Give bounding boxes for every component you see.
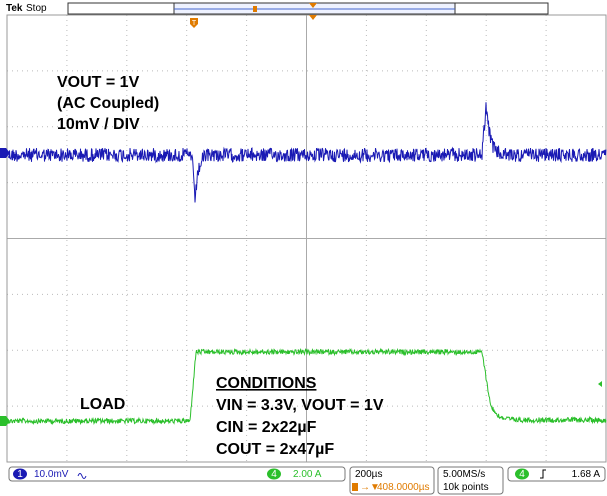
ch4-number: 4 <box>271 469 277 480</box>
annotation: CIN = 2x22µF <box>216 419 317 436</box>
brand: Tek <box>6 3 23 14</box>
ch1-scale: 10.0mV <box>34 469 69 480</box>
edge-icon <box>540 469 546 479</box>
sample-rate: 5.00MS/s <box>443 469 485 480</box>
ch4-badge <box>267 468 281 480</box>
annotation: VIN = 3.3V, VOUT = 1V <box>216 397 384 414</box>
trigger-point <box>253 6 257 12</box>
trigger-level-marker <box>598 381 602 387</box>
ch1-number: 1 <box>17 469 23 480</box>
trigger-icon <box>352 483 358 491</box>
center-marker <box>309 15 317 20</box>
trigger-arrow: →▼ <box>360 482 380 493</box>
trigger-pos-marker <box>190 18 198 28</box>
timebase-box <box>349 466 435 495</box>
timebase: 200µs <box>355 469 382 480</box>
trigger-marker-top <box>309 3 317 8</box>
trigger-pos-letter: T <box>192 20 197 27</box>
acq-box <box>437 466 504 495</box>
trigger-channel-badge <box>515 468 529 480</box>
record-length: 10k points <box>443 482 489 493</box>
ch1-badge <box>13 468 27 480</box>
annotation: LOAD <box>80 396 125 413</box>
trigger-level: 1.68 A <box>572 469 601 480</box>
graticule-border <box>6 14 607 463</box>
trigger-channel: 4 <box>519 469 525 480</box>
ch4-trace <box>7 347 607 426</box>
acq-state: Stop <box>26 3 47 14</box>
ch1-trace <box>7 102 607 203</box>
bw-icon <box>77 473 87 479</box>
trigger-position: 408.0000µs <box>377 482 429 493</box>
graticule <box>7 15 606 462</box>
ch4-scale: 2.00 A <box>293 469 322 480</box>
ch1-ground-marker <box>0 148 10 158</box>
channel-box <box>8 466 346 482</box>
ch4-ground-marker <box>0 416 10 426</box>
annotation: VOUT = 1V <box>57 74 140 91</box>
annotation: (AC Coupled) <box>57 95 159 112</box>
annotation: COUT = 2x47µF <box>216 441 334 458</box>
annotation: 10mV / DIV <box>57 116 140 133</box>
annotation-title: CONDITIONS <box>216 375 317 392</box>
trigger-box <box>507 466 606 482</box>
